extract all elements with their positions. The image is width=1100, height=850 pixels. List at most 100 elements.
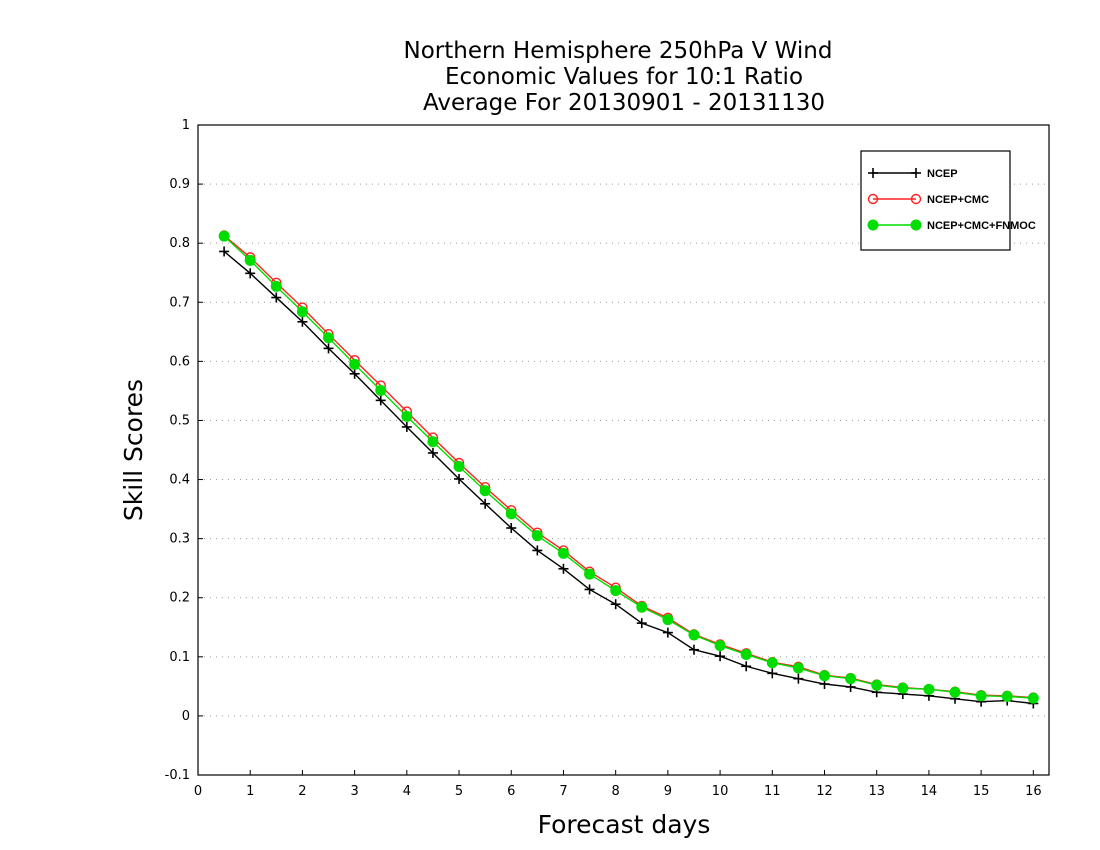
data-point (1027, 692, 1039, 704)
legend-marker-start (867, 219, 879, 231)
data-point (688, 629, 700, 641)
data-point (558, 563, 569, 574)
legend-label: NCEP (927, 168, 958, 180)
data-point (767, 668, 778, 679)
data-point (793, 673, 804, 684)
legend-marker-end (911, 168, 921, 178)
data-point (531, 530, 543, 542)
series-line (223, 235, 1034, 699)
legend-marker-start (867, 193, 879, 205)
data-point (715, 651, 726, 662)
data-point (557, 547, 569, 559)
y-tick-label: 0.2 (169, 591, 190, 606)
y-tick-label: 0.9 (169, 177, 190, 192)
data-point (323, 343, 334, 354)
y-tick-label: 0.5 (169, 413, 190, 428)
data-point (662, 627, 673, 638)
data-point (584, 568, 596, 580)
data-point (349, 358, 361, 370)
axis-ticks: 0 1 2 3 4 5 6 7 8 9 10 11 12 13 14 15 16-0.100.10.20.30.… (165, 118, 1042, 799)
x-tick-label: 5 (455, 784, 463, 799)
data-point (584, 584, 595, 595)
data-point (792, 662, 804, 674)
series-ncep (219, 246, 1039, 709)
y-axis-label: Skill Scores (119, 379, 148, 521)
data-point (453, 461, 465, 473)
data-point (480, 498, 491, 509)
data-point (506, 523, 517, 533)
y-tick-label: 0.8 (169, 236, 190, 251)
data-point (218, 230, 230, 242)
x-tick-label: 2 (298, 784, 306, 799)
chart-title-line-1: Northern Hemisphere 250hPa V Wind (404, 38, 833, 64)
data-point (349, 368, 360, 379)
data-point (297, 316, 308, 327)
x-tick-label: 11 (764, 784, 781, 799)
data-point (375, 384, 387, 396)
data-point (610, 599, 621, 610)
data-point (296, 306, 308, 318)
y-tick-label: 0.7 (169, 295, 190, 310)
x-tick-label: 10 (712, 784, 729, 799)
y-tick-label: 1 (182, 118, 190, 133)
x-tick-label: 6 (507, 784, 515, 799)
y-tick-label: 0.1 (169, 650, 190, 665)
x-tick-label: 14 (921, 784, 938, 799)
legend-box (860, 150, 1011, 251)
data-point (688, 644, 699, 655)
data-point (662, 614, 674, 626)
x-tick-label: 4 (403, 784, 411, 799)
chart-title: Northern Hemisphere 250hPa V Wind Econom… (404, 38, 833, 116)
data-point (975, 690, 987, 702)
legend-marker-end (910, 219, 922, 231)
data-point (740, 648, 752, 660)
x-tick-label: 16 (1025, 784, 1042, 799)
series-ncep-cmc-fnmoc (218, 230, 1039, 704)
data-point (270, 280, 282, 292)
series-ncep-cmc (218, 230, 1039, 703)
y-tick-label: 0.6 (169, 354, 190, 369)
y-tick-label: 0.4 (169, 473, 190, 488)
series-line (223, 250, 1034, 705)
data-point (636, 601, 648, 613)
x-tick-label: 7 (559, 784, 567, 799)
data-point (427, 436, 439, 448)
data-point (1001, 690, 1013, 702)
data-point (271, 292, 282, 303)
x-tick-label: 3 (350, 784, 358, 799)
data-point (427, 447, 438, 458)
data-point (923, 683, 935, 695)
data-point (245, 268, 256, 279)
data-point (532, 545, 543, 556)
data-point (401, 410, 413, 422)
legend-item: NCEP (868, 168, 958, 180)
data-point (219, 246, 230, 257)
x-tick-label: 12 (816, 784, 833, 799)
data-point (505, 508, 517, 520)
chart-title-line-3: Average For 20130901 - 20131130 (423, 90, 825, 116)
y-tick-label: 0 (182, 709, 190, 724)
x-tick-label: 13 (868, 784, 885, 799)
data-point (819, 670, 831, 682)
data-point (766, 657, 778, 669)
data-point (636, 618, 647, 629)
data-point (949, 686, 961, 698)
y-tick-label: -0.1 (165, 768, 190, 783)
x-tick-label: 9 (664, 784, 672, 799)
data-point (714, 640, 726, 652)
y-tick-label: 0.3 (169, 532, 190, 547)
data-point (871, 679, 883, 691)
legend-item: NCEP+CMC+FNMOC (867, 219, 1036, 232)
x-axis-label: Forecast days (538, 810, 711, 839)
x-tick-label: 0 (194, 784, 202, 799)
data-point (897, 682, 909, 694)
legend: NCEP NCEP+CMC NCEP+CMC+FNMOC (860, 150, 1036, 251)
data-point (323, 332, 335, 344)
data-point (479, 485, 491, 497)
x-tick-label: 1 (246, 784, 254, 799)
data-series (218, 230, 1039, 709)
data-point (741, 661, 752, 672)
legend-marker-start (868, 168, 878, 178)
data-point (375, 395, 386, 406)
